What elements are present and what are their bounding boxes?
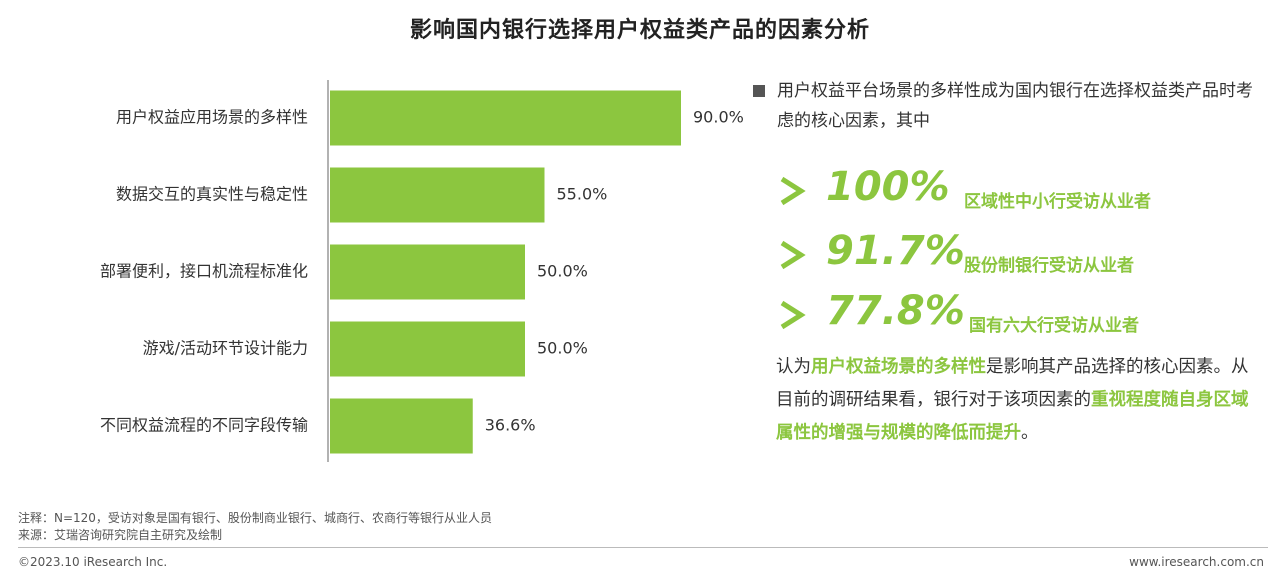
bar	[330, 90, 681, 146]
category-label: 不同权益流程的不同字段传输	[100, 416, 308, 435]
value-label: 50.0%	[537, 262, 588, 281]
conclusion-text: 认为	[776, 357, 811, 377]
value-label: 36.6%	[485, 416, 536, 435]
stat-label: 区域性中小行受访从业者	[964, 192, 1151, 212]
footer-divider	[18, 547, 1268, 548]
conclusion-text: 。	[1021, 423, 1039, 443]
category-label: 数据交互的真实性与稳定性	[116, 185, 308, 204]
bar	[330, 167, 545, 223]
stat-label: 股份制银行受访从业者	[964, 256, 1134, 276]
value-label: 50.0%	[537, 339, 588, 358]
stat-value: 100%	[826, 164, 950, 210]
stat-value: 91.7%	[826, 228, 965, 274]
bar	[330, 321, 525, 377]
arrow-right-icon	[780, 300, 806, 330]
conclusion-highlight: 重视程度随自身区域属性的增强与规模的降低而提升	[776, 390, 1249, 443]
source-text: 来源：艾瑞咨询研究院自主研究及绘制	[18, 528, 223, 542]
arrow-right-icon	[780, 176, 806, 206]
summary-intro: 用户权益平台场景的多样性成为国内银行在选择权益类产品时考虑的核心因素，其中	[752, 76, 1267, 136]
copyright: ©2023.10 iResearch Inc.	[18, 555, 168, 569]
bar	[330, 244, 525, 300]
arrow-right-icon	[780, 240, 806, 270]
category-label: 部署便利，接口机流程标准化	[100, 262, 308, 281]
conclusion-text: 是影响其产品选择的核心因素。从目前的调研结果看，银行对于该项因素的	[776, 357, 1249, 410]
bar	[330, 398, 473, 454]
page-title: 影响国内银行选择用户权益类产品的因素分析	[409, 18, 870, 43]
stat-label: 国有六大行受访从业者	[969, 316, 1139, 336]
footer-url[interactable]: www.iresearch.com.cn	[1129, 555, 1264, 569]
stat-value: 77.8%	[826, 288, 965, 334]
note-text: 注释：N=120，受访对象是国有银行、股份制商业银行、城商行、农商行等银行从业人…	[18, 511, 492, 525]
category-label: 用户权益应用场景的多样性	[116, 108, 308, 127]
value-label: 90.0%	[693, 108, 744, 127]
summary-conclusion: 认为用户权益场景的多样性是影响其产品选择的核心因素。从目前的调研结果看，银行对于…	[776, 351, 1261, 450]
category-label: 游戏/活动环节设计能力	[143, 339, 308, 358]
bar-chart: 用户权益应用场景的多样性 90.0% 数据交互的真实性与稳定性 55.0% 部署便利，接…	[100, 80, 744, 462]
summary-intro-text: 用户权益平台场景的多样性成为国内银行在选择权益类产品时考虑的核心因素，其中	[777, 81, 1253, 131]
square-bullet-icon	[753, 85, 765, 97]
summary-panel: 用户权益平台场景的多样性成为国内银行在选择权益类产品时考虑的核心因素，其中 10…	[752, 76, 1267, 443]
notes: 注释：N=120，受访对象是国有银行、股份制商业银行、城商行、农商行等银行从业人…	[18, 510, 492, 544]
conclusion-highlight: 用户权益场景的多样性	[811, 357, 986, 377]
value-label: 55.0%	[557, 185, 608, 204]
